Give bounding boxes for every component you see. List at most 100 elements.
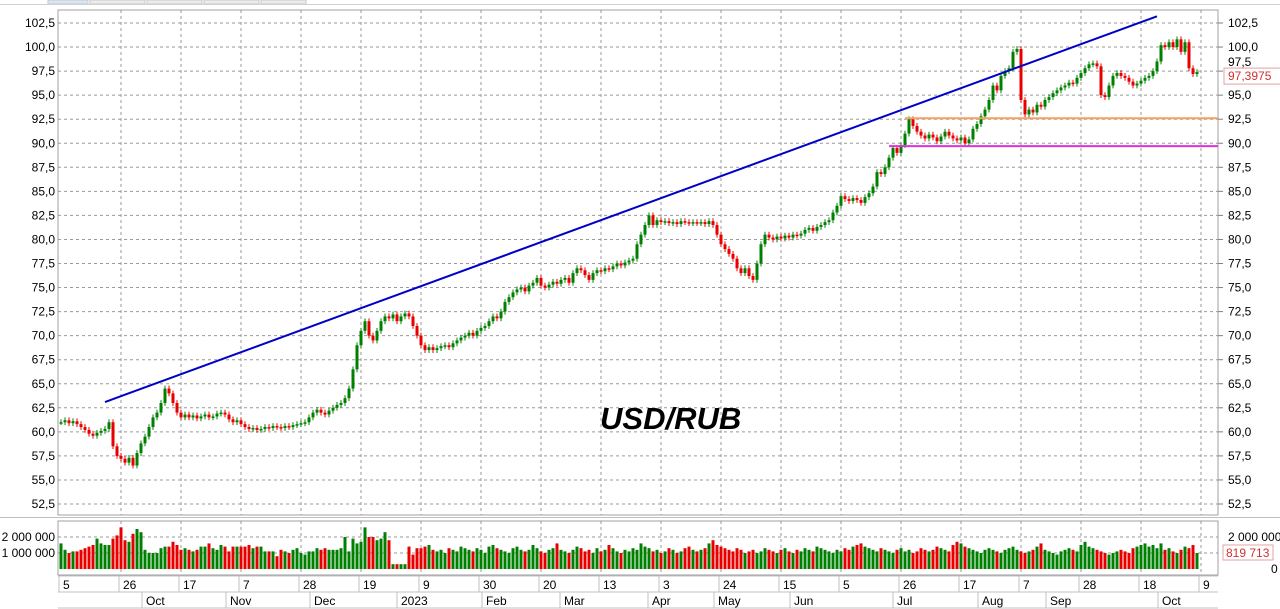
volume-bar [363,527,367,569]
candle-body [1079,73,1083,78]
volume-bar [443,553,447,569]
candle-body [339,402,343,405]
candle-body [1131,81,1135,86]
candle-body [831,212,835,221]
candle-body [1135,83,1139,86]
volume-bar [667,548,671,569]
candle-body [1099,66,1103,96]
volume-bar [267,551,271,569]
candle-body [587,275,591,280]
candle-body [635,244,639,259]
volume-bar [687,546,691,569]
volume-bar [599,551,603,569]
month-label: Sep [1050,594,1072,608]
day-tick-label: 7 [1023,578,1030,592]
volume-bar [771,551,775,569]
candle-body [523,287,527,292]
candle-body [559,279,563,284]
volume-bar [1079,545,1083,569]
candle-body [531,282,535,286]
volume-bar [147,553,151,569]
candle-body [747,268,751,277]
volume-bar [375,540,379,569]
price-tick-label-left: 55,0 [32,473,56,487]
volume-bar [715,545,719,569]
volume-bar [295,548,299,569]
candle-body [827,220,831,223]
volume-bar [559,549,563,569]
candle-body [199,416,203,419]
candle-body [631,258,635,261]
candle-body [939,136,943,142]
candle-body [1039,104,1043,107]
price-tick-label-right: 90,0 [1228,136,1252,150]
volume-bar [103,545,107,569]
month-label: Jul [897,594,912,608]
candle-body [1147,75,1151,78]
month-label: Oct [146,594,165,608]
candle-body [579,268,583,271]
candle-body [79,424,83,428]
candle-body [175,402,179,413]
volume-bar [1191,545,1195,569]
candle-body [231,419,235,423]
price-tick-label-right: 75,0 [1228,281,1252,295]
candle-body [251,428,255,430]
day-tick-label: 5 [843,578,850,592]
candle-body [967,139,971,144]
day-tick-label: 26 [903,578,917,592]
candle-body [99,430,103,433]
candle-body [387,316,391,319]
candle-body [543,285,547,288]
volume-bar [1039,543,1043,569]
price-tick-label-left: 75,0 [32,281,56,295]
volume-bar [755,553,759,569]
candle-body [1031,109,1035,113]
month-label: May [718,594,741,608]
candle-body [563,277,567,280]
volume-bar [571,549,575,569]
candle-body [695,222,699,224]
volume-bar [139,532,143,569]
volume-bar [79,549,83,569]
price-tick-label-right: 70,0 [1228,329,1252,343]
candle-body [659,220,663,223]
volume-bar [903,551,907,569]
volume-bar [683,548,687,569]
candle-body [1111,75,1115,86]
candle-body [471,332,475,336]
candle-body [923,135,927,139]
candle-body [867,193,871,198]
candle-body [623,262,627,266]
candle-body [879,172,883,175]
volume-bar [311,551,315,569]
candle-body [355,345,359,370]
volume-bar [1115,551,1119,569]
volume-bar [419,548,423,569]
volume-bar [63,549,67,569]
candle-body [343,398,347,403]
candle-body [299,423,303,425]
candle-body [367,321,371,336]
candle-body [347,388,351,399]
volume-bar [423,546,427,569]
volume-bar [403,564,407,569]
candle-body [895,148,899,153]
volume-bar [431,549,435,569]
volume-bar [999,553,1003,569]
candle-body [1103,95,1107,98]
volume-bar [1067,548,1071,569]
candle-body [1163,45,1167,48]
candle-body [435,348,439,351]
last-price-box [1223,67,1280,85]
candle-body [287,426,291,428]
volume-bar [355,543,359,569]
candle-body [267,427,271,429]
volume-bar [987,548,991,569]
volume-bar [327,549,331,569]
volume-bar [1051,553,1055,569]
volume-bar [595,548,599,569]
volume-bar [763,548,767,569]
volume-bar [303,554,307,569]
candle-body [1091,63,1095,65]
